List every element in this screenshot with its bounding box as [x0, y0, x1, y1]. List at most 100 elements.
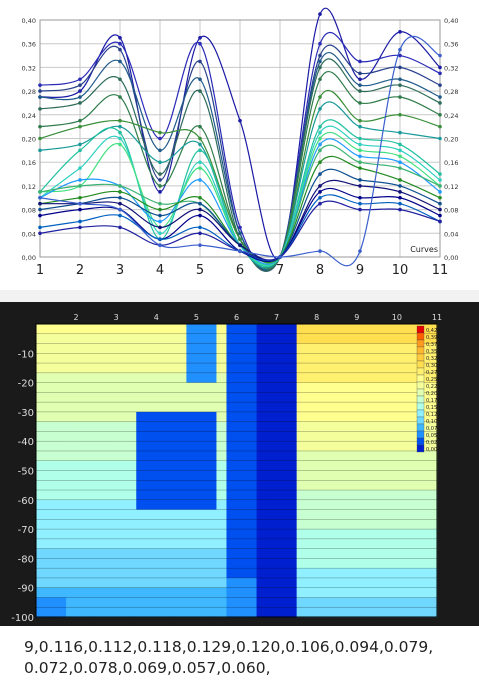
contour-cell: [416, 558, 428, 569]
contour-cell: [206, 529, 218, 540]
series-point: [158, 136, 162, 141]
series-point: [398, 207, 402, 212]
contour-cell: [326, 353, 338, 364]
contour-cell: [196, 519, 208, 530]
contour-cell: [146, 333, 157, 345]
contour-cell: [66, 431, 77, 442]
contour-cell: [376, 343, 388, 354]
contour-cell: [376, 382, 388, 393]
colorbar-tick-label: 0,42: [426, 328, 437, 334]
data-text-area[interactable]: 9,0.116,0.112,0.118,0.129,0.120,0.106,0.…: [0, 630, 479, 699]
contour-cell: [396, 577, 408, 589]
series-point: [398, 53, 402, 58]
contour-cell: [206, 431, 218, 442]
contour-cell: [326, 470, 338, 481]
series-point: [358, 154, 362, 159]
contour-chart-panel: 2 3 4 5 6 7 8 9 10 11 -10 -20 -30 -40 -50 -60 -70 -80 -90 -…: [0, 302, 479, 626]
contour-cell: [66, 353, 77, 364]
contour-cell: [106, 363, 117, 374]
contour-cell: [266, 519, 278, 530]
contour-cell: [56, 382, 67, 393]
contour-cell: [266, 450, 278, 462]
contour-cell: [386, 509, 398, 520]
contour-cell: [246, 421, 258, 433]
contour-cell: [116, 470, 127, 481]
contour-cell: [286, 450, 298, 462]
contour-cell: [96, 363, 107, 374]
contour-cell: [116, 411, 127, 423]
contour-cell: [316, 333, 328, 345]
contour-cell: [266, 343, 278, 354]
contour-cell: [156, 372, 167, 384]
contour-cell: [216, 548, 228, 559]
contour-cell: [206, 499, 218, 511]
contour-cell: [76, 480, 87, 491]
series-point: [118, 195, 122, 200]
contour-cell: [46, 421, 57, 433]
contour-cell: [196, 363, 208, 374]
contour-cell: [116, 587, 127, 599]
contour-cell: [86, 431, 97, 442]
contour-cell: [206, 607, 218, 618]
contour-cell: [406, 392, 418, 403]
contour-cell: [86, 568, 97, 579]
contour-cell: [256, 529, 268, 540]
contour-cell: [206, 392, 218, 403]
series-point: [318, 148, 322, 153]
contour-cell: [346, 402, 358, 413]
contour-cell: [176, 519, 187, 530]
contour-cell: [386, 607, 398, 618]
contour-cell: [156, 343, 167, 354]
contour-cell: [96, 372, 107, 384]
contour-cell: [186, 529, 197, 540]
contour-cell: [326, 538, 338, 550]
contour-cell: [366, 490, 378, 501]
contour-cell: [156, 538, 167, 550]
contour-cell: [256, 577, 268, 589]
contour-cell: [426, 450, 438, 462]
contour-cell: [406, 411, 418, 423]
contour-cell: [246, 480, 258, 491]
contour-cell: [76, 597, 87, 608]
contour-cell: [336, 597, 348, 608]
contour-cell: [126, 353, 137, 364]
contour-cell: [286, 382, 298, 393]
contour-cell: [346, 490, 358, 501]
contour-cell: [266, 333, 278, 345]
series-point: [358, 118, 362, 123]
contour-cell: [156, 431, 167, 442]
series-point: [238, 118, 242, 123]
contour-cell: [46, 577, 57, 589]
contour-cell: [146, 421, 157, 433]
contour-cell: [106, 490, 117, 501]
contour-cell: [366, 324, 378, 335]
contour-cell: [396, 597, 408, 608]
contour-cell: [146, 490, 157, 501]
contour-cell: [56, 499, 67, 511]
contour-cell: [206, 558, 218, 569]
contour-cell: [236, 509, 248, 520]
contour-cell: [76, 343, 87, 354]
contour-cell: [266, 499, 278, 511]
contour-cell: [356, 460, 368, 472]
contour-cell: [296, 441, 308, 452]
contour-cell: [176, 421, 187, 433]
contour-cell: [186, 450, 197, 462]
contour-cell: [226, 470, 238, 481]
contour-cell: [206, 577, 218, 589]
contour-cell: [296, 538, 308, 550]
contour-cell: [86, 363, 97, 374]
contour-cell: [136, 392, 147, 403]
series-point: [118, 190, 122, 194]
contour-cell: [186, 431, 197, 442]
contour-cell: [166, 353, 177, 364]
contour-cell: [356, 402, 368, 413]
contour-cell: [106, 382, 117, 393]
contour-cell: [356, 324, 368, 335]
contour-cell: [346, 529, 358, 540]
contour-cell: [76, 460, 87, 472]
contour-cell: [216, 343, 228, 354]
contour-cell: [416, 548, 428, 559]
contour-cell: [56, 431, 67, 442]
contour-cell: [196, 480, 208, 491]
